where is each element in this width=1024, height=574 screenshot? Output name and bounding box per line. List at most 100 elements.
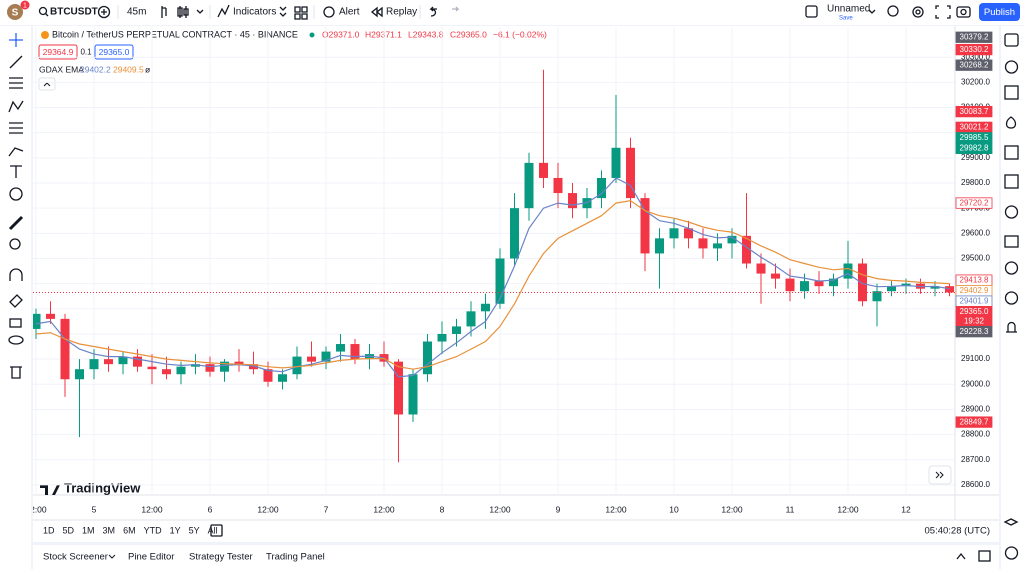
alert-button[interactable]: Alert bbox=[339, 7, 360, 18]
candle-body bbox=[930, 286, 940, 289]
emoji-tool[interactable] bbox=[9, 187, 23, 201]
data-window-icon[interactable] bbox=[1004, 85, 1019, 100]
bottom-tab[interactable]: Trading Panel bbox=[266, 552, 325, 563]
indicator-name[interactable]: GDAX EMA bbox=[39, 64, 84, 74]
hotlists-icon[interactable] bbox=[1005, 116, 1017, 129]
bar-style-icon[interactable] bbox=[161, 6, 167, 18]
alerts-icon[interactable] bbox=[1004, 60, 1019, 74]
price-badge bbox=[955, 59, 993, 71]
range-button[interactable]: 1Y bbox=[170, 525, 181, 535]
clock: 05:40:28 (UTC) bbox=[925, 526, 990, 537]
time-axis: 12:00 5 12:00 6 12:00 7 12:00 8 12:00 9 12:00 10 12:… bbox=[33, 504, 911, 514]
search-icon[interactable] bbox=[38, 6, 48, 16]
bottom-tab[interactable]: Strategy Tester bbox=[189, 552, 253, 563]
fullscreen-icon[interactable] bbox=[935, 5, 951, 19]
redo-icon[interactable] bbox=[452, 6, 460, 12]
collapse-legend[interactable] bbox=[38, 77, 56, 91]
brush-tool[interactable] bbox=[8, 147, 24, 157]
symbol[interactable]: BTCUSDT bbox=[50, 7, 98, 18]
x-tick-label: 12:00 bbox=[257, 504, 279, 514]
price-badge bbox=[955, 105, 993, 118]
buy-button[interactable] bbox=[94, 44, 134, 60]
templates-icon[interactable] bbox=[294, 6, 308, 20]
settings-icon[interactable] bbox=[912, 6, 924, 18]
range-button[interactable]: 5Y bbox=[189, 525, 200, 535]
range-button[interactable]: 1D bbox=[43, 525, 55, 535]
lock-tool[interactable] bbox=[9, 318, 22, 328]
replay-button[interactable]: Replay bbox=[386, 7, 417, 18]
ohlc-close: C29365.0 bbox=[450, 29, 487, 39]
notifications-icon[interactable] bbox=[1006, 321, 1017, 333]
news-icon[interactable] bbox=[1004, 174, 1019, 189]
watchlist-icon[interactable] bbox=[1004, 33, 1019, 47]
range-buttons: 1D 5D 1M 3M 6M YTD 1Y 5Y All bbox=[43, 525, 218, 535]
date-range-icon[interactable] bbox=[210, 524, 223, 537]
candle-style-icon[interactable] bbox=[177, 6, 189, 18]
range-button[interactable]: YTD bbox=[144, 525, 163, 535]
ema-slow-value: 29409.5 bbox=[113, 64, 144, 74]
range-button[interactable]: 6M bbox=[123, 525, 136, 535]
pattern-tool[interactable] bbox=[8, 100, 24, 113]
layout-icon[interactable] bbox=[805, 5, 818, 18]
interval[interactable]: 45m bbox=[127, 7, 146, 18]
price-badge bbox=[955, 31, 993, 43]
range-button[interactable]: 1M bbox=[82, 525, 95, 535]
calendar-icon[interactable] bbox=[1004, 145, 1019, 160]
chart-type-caret[interactable] bbox=[196, 9, 204, 14]
zoom-tool[interactable] bbox=[9, 238, 21, 250]
spread: 0.1 bbox=[80, 48, 92, 57]
price-badge-label: 30330.2 bbox=[960, 45, 989, 54]
panel-layout[interactable] bbox=[978, 550, 991, 562]
crosshair-tool[interactable] bbox=[9, 33, 23, 47]
avatar[interactable] bbox=[7, 4, 23, 20]
trend-line-tool[interactable] bbox=[9, 55, 23, 69]
candle-body bbox=[727, 235, 737, 244]
undo-icon[interactable] bbox=[429, 6, 437, 17]
indicator-settings[interactable]: ø bbox=[145, 64, 150, 74]
layers-icon[interactable] bbox=[1003, 518, 1019, 526]
quick-search-icon[interactable] bbox=[887, 5, 899, 17]
projection-tool[interactable] bbox=[9, 122, 23, 134]
top-bar bbox=[0, 0, 1024, 25]
hide-tool[interactable] bbox=[8, 335, 24, 345]
candle-body bbox=[669, 228, 679, 239]
help-icon[interactable] bbox=[1004, 546, 1019, 560]
measure-tool[interactable] bbox=[8, 215, 24, 231]
snapshot-icon[interactable] bbox=[956, 6, 971, 18]
scroll-to-realtime[interactable] bbox=[928, 465, 952, 485]
publish-button[interactable] bbox=[979, 3, 1020, 21]
compare-button[interactable] bbox=[97, 5, 111, 19]
range-button[interactable]: 3M bbox=[103, 525, 116, 535]
candle-body bbox=[887, 286, 896, 292]
bottom-tab[interactable]: Stock Screener bbox=[43, 552, 108, 563]
indicators-button[interactable]: Indicators bbox=[233, 7, 276, 18]
calls-icon[interactable] bbox=[1004, 291, 1019, 305]
notification-badge bbox=[20, 0, 30, 10]
ohlc-low: L29343.8 bbox=[408, 29, 444, 39]
chat-icon[interactable] bbox=[1004, 235, 1019, 248]
save-label[interactable]: Save bbox=[839, 16, 853, 22]
maximize-panel[interactable] bbox=[956, 552, 966, 560]
ideas-icon[interactable] bbox=[1004, 205, 1019, 219]
x-tick-label: 8 bbox=[440, 504, 445, 514]
text-tool[interactable] bbox=[10, 165, 22, 178]
fib-tool[interactable] bbox=[9, 77, 23, 89]
bottom-tab[interactable]: Pine Editor bbox=[128, 552, 174, 563]
notification-count: 1 bbox=[23, 2, 27, 9]
range-button[interactable]: All bbox=[208, 525, 218, 535]
layout-caret[interactable] bbox=[868, 9, 876, 14]
sell-button[interactable] bbox=[38, 44, 78, 60]
indicators-icon[interactable] bbox=[217, 4, 230, 18]
stay-drawing-tool[interactable] bbox=[9, 294, 23, 308]
range-button[interactable]: 5D bbox=[63, 525, 75, 535]
alert-icon[interactable] bbox=[323, 6, 335, 18]
price-badge-label: 29982.8 bbox=[960, 144, 989, 153]
magnet-tool[interactable] bbox=[9, 268, 23, 281]
layout-name[interactable]: Unnamed bbox=[827, 4, 870, 15]
y-tick-label: 28700.0 bbox=[961, 455, 990, 464]
remove-tool[interactable] bbox=[10, 366, 22, 379]
replay-icon[interactable] bbox=[370, 6, 383, 18]
price-badge bbox=[955, 43, 993, 56]
candle-body bbox=[698, 238, 708, 249]
streams-icon[interactable] bbox=[1004, 261, 1019, 275]
